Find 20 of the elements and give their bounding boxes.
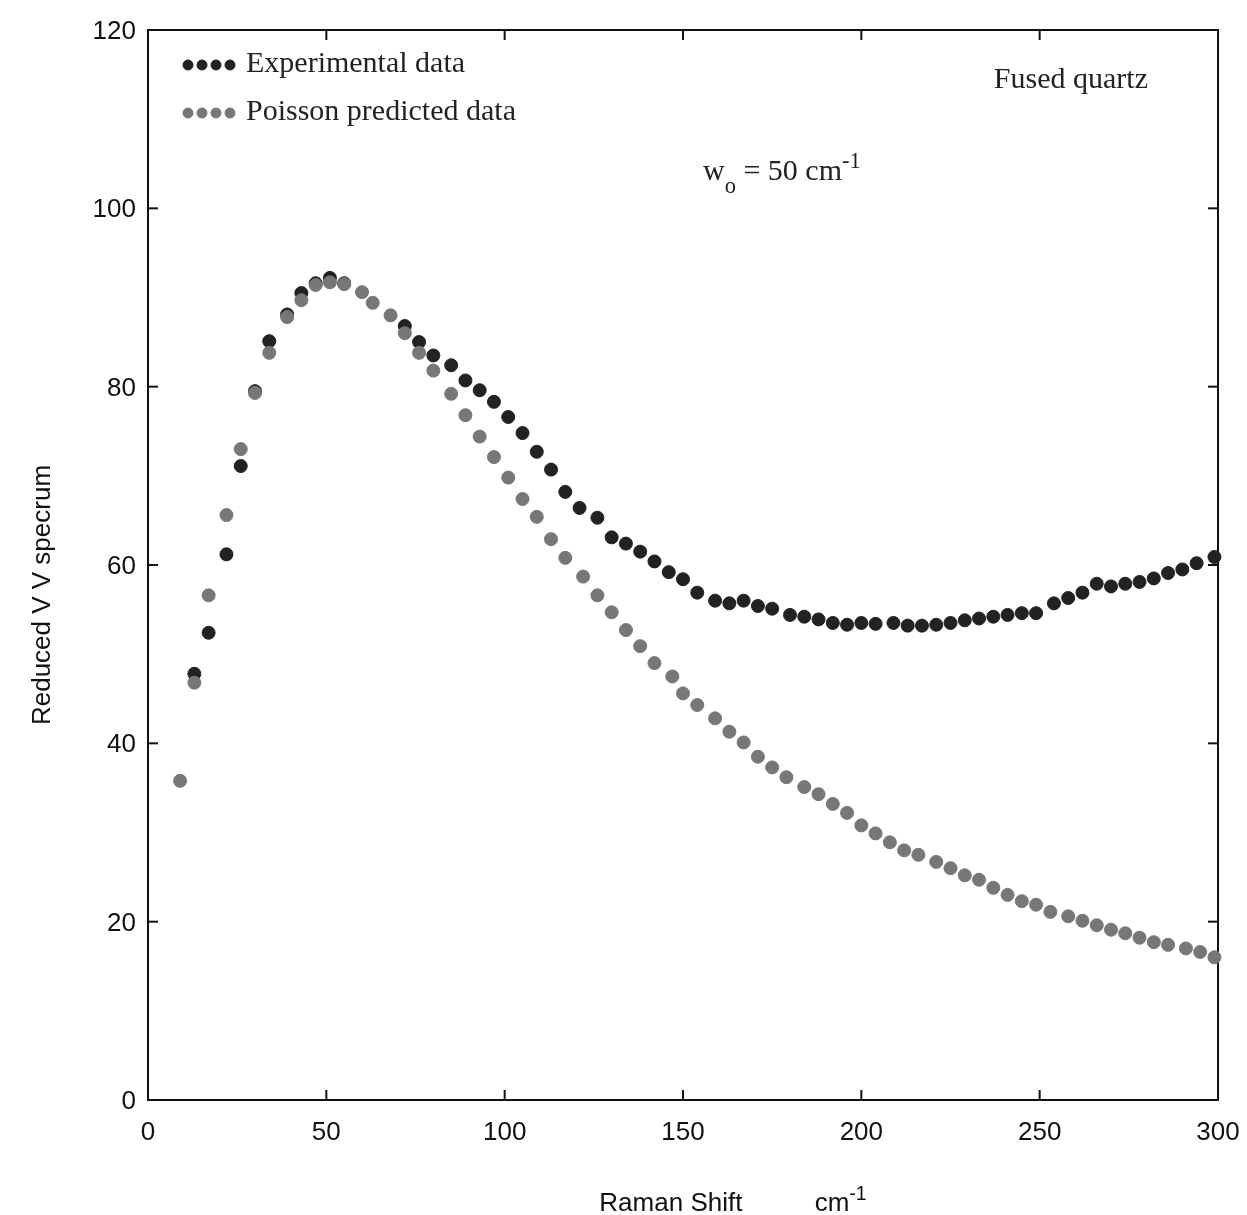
x-tick-label: 100 <box>482 1116 527 1146</box>
x-tick-label: 150 <box>661 1116 705 1146</box>
y-tick-label: 40 <box>107 728 136 759</box>
x-tick-label: 0 <box>140 1116 156 1146</box>
annotation: Fused quartz <box>993 61 1148 94</box>
y-tick-label: 60 <box>107 550 136 580</box>
y-tick-label: 0 <box>121 1085 136 1115</box>
x-axis-title: Raman Shift cm$^{-1}$ <box>599 1182 867 1215</box>
x-tick-label: 250 <box>1017 1116 1062 1146</box>
x-tick-label: 300 <box>1196 1116 1240 1146</box>
y-tick-label: 20 <box>107 906 136 937</box>
x-tick-label: 200 <box>839 1116 884 1146</box>
legend-label: Poisson predicted data <box>246 93 516 126</box>
legend-label: Experimental data <box>246 45 466 78</box>
y-tick-label: 80 <box>107 371 136 402</box>
x-tick-label: 50 <box>311 1116 341 1146</box>
y-tick-label: 100 <box>92 193 136 224</box>
annotation: w$_{o}$ = 50 cm$^{-1}$ <box>703 147 861 198</box>
y-tick-label: 120 <box>92 15 136 45</box>
y-axis-title: Reduced V V specrum <box>26 464 56 726</box>
